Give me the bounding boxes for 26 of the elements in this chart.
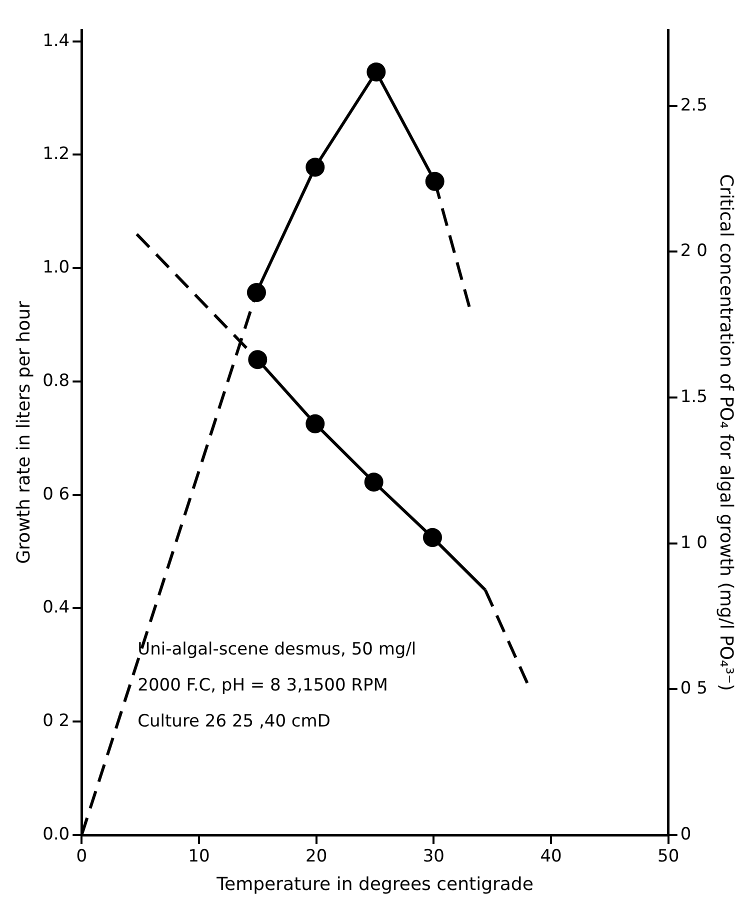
- x-tick-label: 30: [422, 846, 444, 867]
- y2-axis-title: Critical concentration of PO₄ for algal growth (mg/l PO₄³⁻): [716, 174, 737, 691]
- y-tick-label: 1.0: [42, 258, 70, 278]
- y2-tick-label: 0: [680, 824, 692, 844]
- y2-tick-label: 1.5: [680, 386, 708, 407]
- y-tick-label: 1.4: [42, 30, 70, 51]
- y-tick-label: 0 2: [42, 711, 70, 732]
- y2-tick-label: 0 5: [680, 678, 708, 699]
- x-tick-label: 40: [540, 846, 562, 867]
- x-axis-title: Temperature in degrees centigrade: [216, 874, 534, 895]
- x-tick-label: 0: [76, 846, 88, 867]
- y2-tick-label: 2.5: [680, 95, 708, 116]
- y-tick-label: 0 6: [42, 484, 70, 504]
- x-tick-label: 10: [188, 846, 210, 867]
- x-tick-label: 20: [306, 846, 328, 867]
- y-tick-label: 0.0: [42, 824, 70, 844]
- x-tick-label: 50: [658, 846, 680, 867]
- y-tick-label: 0.8: [42, 370, 70, 391]
- annotation: Culture 26 25 ,40 cmD: [138, 711, 330, 732]
- y2-tick-label: 2 0: [680, 241, 708, 262]
- y-tick-label: 1.2: [42, 144, 70, 164]
- y-tick-label: 0.4: [42, 598, 70, 618]
- annotation: Uni-algal-scene desmus, 50 mg/l: [138, 639, 416, 660]
- y2-tick-label: 1 0: [680, 532, 708, 553]
- y-axis-title: Growth rate in liters per hour: [13, 300, 34, 564]
- annotation: 2000 F.C, pH = 8 3,1500 RPM: [138, 675, 388, 696]
